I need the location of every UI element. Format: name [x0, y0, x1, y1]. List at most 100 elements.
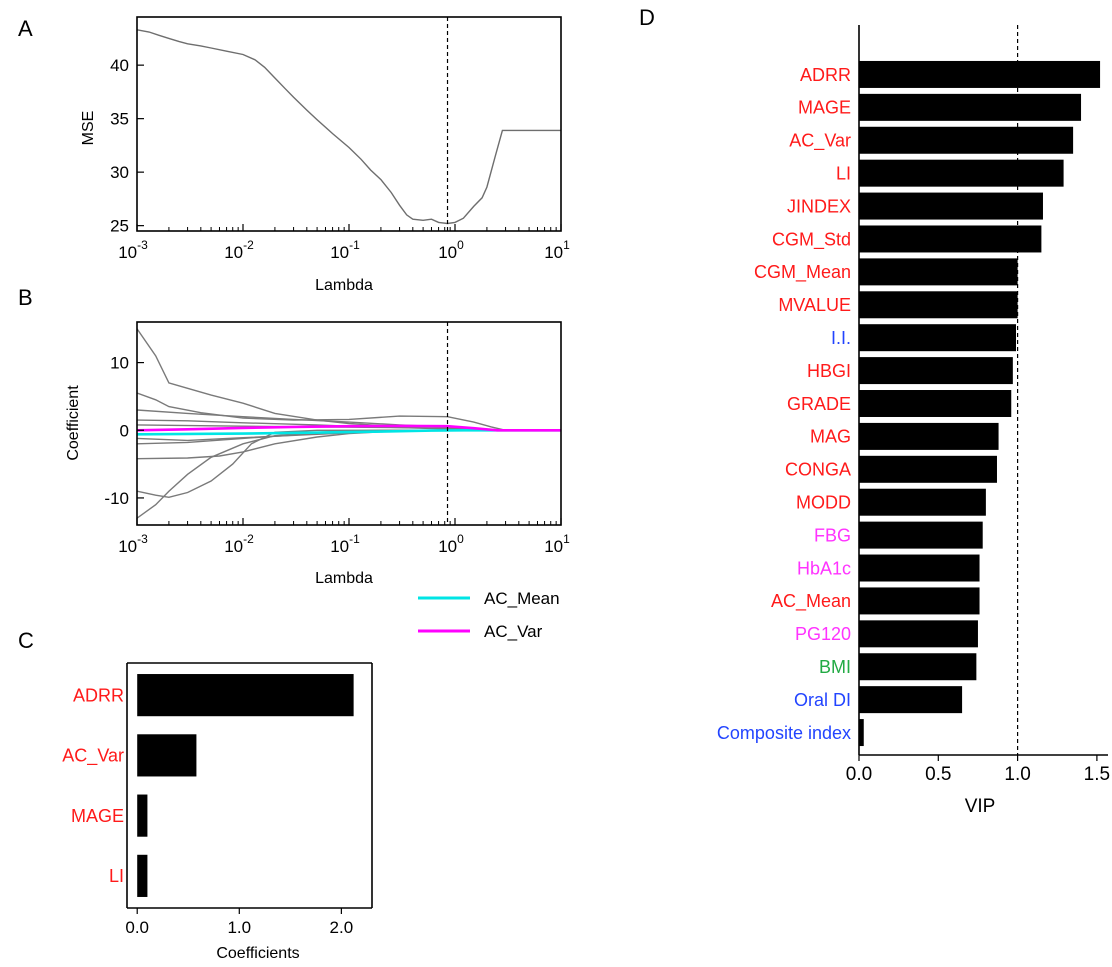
panel-d-xlabel: VIP: [965, 796, 996, 817]
panel-d-category-label: I.I.: [831, 328, 851, 348]
panel-b-xtick-base: 10: [438, 537, 457, 556]
panel-b-xtick-label: 10-3: [118, 532, 148, 556]
panel-a-xtick-label: 100: [438, 238, 464, 262]
panel-d-category-label: Oral DI: [794, 690, 851, 710]
panel-c-bar-ac-var: [137, 734, 197, 777]
panel-d-xtick-label: 0.5: [925, 764, 951, 785]
panel-d-bar-hba1c: [859, 554, 980, 582]
panel-d-category-label: PG120: [795, 624, 851, 644]
panel-letter-b: B: [18, 285, 33, 310]
panel-d-bar-fbg: [859, 521, 983, 549]
panel-c-xlabel: Coefficients: [216, 945, 299, 962]
panel-b-ytick-label: -10: [104, 489, 129, 508]
panel-b-xtick-exponent: -2: [243, 532, 254, 546]
panel-b-xtick-base: 10: [224, 537, 243, 556]
panel-a-ytick-label: 35: [110, 110, 129, 129]
panel-d-bar-conga: [859, 455, 997, 483]
panel-a-ylabel: MSE: [80, 111, 97, 146]
panel-d-category-label: CONGA: [785, 460, 851, 480]
panel-d-bar-ac-var: [859, 126, 1074, 154]
panel-d-category-label: HbA1c: [797, 558, 851, 578]
panel-b-series-ac-var: [137, 424, 561, 432]
panel-a-xtick-label: 10-1: [330, 238, 360, 262]
panel-c-coefficient-bars: Coefficients ADRR AC_Var MAGE LI 0.0 1.0 2.0: [62, 662, 373, 962]
panel-d-xtick-label: 1.0: [1004, 764, 1030, 785]
panel-d-bar-cgm-mean: [859, 258, 1018, 286]
panel-b-xtick-label: 10-1: [330, 532, 360, 556]
panel-b-xtick-exponent: 0: [457, 532, 464, 546]
panel-a-ytick-label: 40: [110, 56, 129, 75]
panel-d-vip-bars: VIP ADRR MAGE AC_Var LI JINDEX CGM_Std CGM_Mea…: [717, 25, 1110, 817]
panel-d-bar-jindex: [859, 192, 1043, 220]
panel-a-xtick-base: 10: [224, 243, 243, 262]
panel-d-xtick-label: 1.5: [1084, 764, 1110, 785]
panel-d-category-label: HBGI: [807, 361, 851, 381]
panel-a-xlabel: Lambda: [315, 277, 373, 294]
panel-d-bar-pg120: [859, 620, 978, 648]
panel-a-frame: [136, 16, 562, 232]
panel-a-ytick-label: 25: [110, 217, 129, 236]
panel-d-category-label: LI: [836, 163, 851, 183]
panel-c-category-label: ADRR: [73, 685, 124, 705]
legend-label: AC_Mean: [484, 589, 560, 608]
panel-d-category-label: CGM_Std: [772, 229, 851, 250]
legend-label: AC_Var: [484, 622, 543, 641]
panel-b-xtick-label: 101: [544, 532, 570, 556]
panel-d-bar-mag: [859, 422, 999, 450]
panel-b-xtick-base: 10: [544, 537, 563, 556]
panel-b-series-line-1: [137, 328, 561, 431]
panel-d-bar-mage: [859, 93, 1082, 121]
panel-c-bar-mage: [137, 794, 148, 837]
panel-b-legend: AC_Mean AC_Var: [418, 589, 560, 641]
panel-a-xtick-exponent: -3: [137, 238, 148, 252]
panel-d-bar-ac-mean: [859, 587, 980, 615]
panel-c-category-label: LI: [109, 866, 124, 886]
panel-d-category-label: BMI: [819, 657, 851, 677]
panel-b-xtick-base: 10: [118, 537, 137, 556]
panel-c-bar-adrr: [137, 674, 354, 717]
panel-d-category-label: GRADE: [787, 394, 851, 414]
panel-a-xtick-exponent: 0: [457, 238, 464, 252]
panel-d-category-label: JINDEX: [787, 196, 851, 216]
panel-letter-c: C: [18, 628, 34, 653]
panel-b-ylabel: Coefficient: [65, 385, 82, 461]
panel-c-bar-li: [137, 854, 148, 897]
panel-c-xtick-label: 2.0: [330, 918, 354, 937]
panel-letter-d: D: [639, 5, 655, 30]
panel-d-category-label: FBG: [814, 525, 851, 545]
panel-c-xtick-label: 0.0: [125, 918, 149, 937]
panel-b-series-line-4: [137, 392, 561, 431]
panel-d-category-label: MVALUE: [778, 295, 851, 315]
panel-d-bar-li: [859, 159, 1064, 187]
panel-a-series-line-1: [137, 29, 561, 225]
panel-letter-a: A: [18, 16, 33, 41]
panel-a-xtick-exponent: -2: [243, 238, 254, 252]
panel-b-xlabel: Lambda: [315, 570, 373, 587]
panel-d-bar-modd: [859, 488, 986, 516]
panel-d-bar-oral-di: [859, 686, 963, 714]
panel-a-xtick-base: 10: [544, 243, 563, 262]
panel-d-bar-composite-index: [859, 719, 864, 747]
panel-d-category-label: CGM_Mean: [754, 262, 851, 283]
panel-c-category-label: AC_Var: [62, 746, 124, 767]
panel-d-bar-bmi: [859, 653, 977, 681]
panel-d-bar-adrr: [859, 60, 1101, 88]
panel-a-xtick-base: 10: [330, 243, 349, 262]
panel-d-category-label: ADRR: [800, 65, 851, 85]
panel-a-xtick-exponent: -1: [349, 238, 360, 252]
panel-b-xtick-label: 10-2: [224, 532, 254, 556]
panel-d-category-label: MAG: [810, 427, 851, 447]
panel-d-xtick-label: 0.0: [846, 764, 872, 785]
panel-c-category-label: MAGE: [71, 806, 124, 826]
panel-d-category-label: AC_Mean: [771, 591, 851, 612]
panel-b-series-ac-mean: [137, 429, 561, 436]
panel-b-ytick-label: 0: [120, 421, 129, 440]
panel-a-ytick-label: 30: [110, 163, 129, 182]
panel-d-bar-cgm-std: [859, 225, 1042, 253]
panel-c-xtick-label: 1.0: [227, 918, 251, 937]
panel-a-xtick-exponent: 1: [563, 238, 570, 252]
panel-d-category-label: MODD: [796, 493, 851, 513]
panel-a-xtick-label: 10-3: [118, 238, 148, 262]
